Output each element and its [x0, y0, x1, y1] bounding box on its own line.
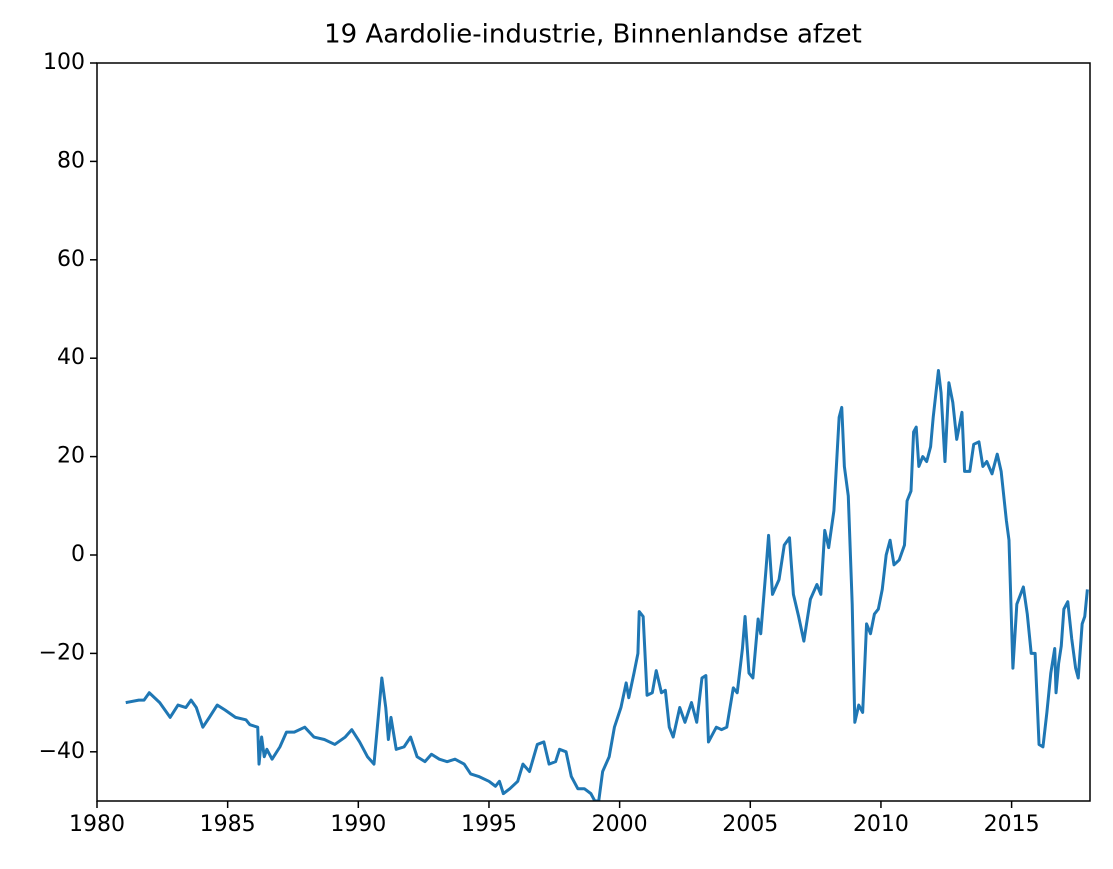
x-tick-label: 1985	[200, 812, 256, 837]
x-tick-label: 2005	[722, 812, 778, 837]
plot-frame	[96, 62, 1091, 802]
y-tick-label: −40	[39, 739, 85, 764]
chart-title: 19 Aardolie-industrie, Binnenlandse afze…	[324, 20, 862, 50]
x-tick-label: 2010	[853, 812, 909, 837]
y-tick-label: 40	[57, 345, 85, 370]
y-tick-label: 80	[57, 148, 85, 173]
x-tick-label: 2015	[984, 812, 1040, 837]
y-tick-label: 20	[57, 444, 85, 469]
data-line	[125, 369, 1089, 801]
x-tick-label: 2000	[592, 812, 648, 837]
y-tick-label: 100	[43, 50, 85, 75]
x-tick-label: 1995	[461, 812, 517, 837]
y-tick-label: 60	[57, 247, 85, 272]
x-tick-label: 1990	[330, 812, 386, 837]
x-tick-label: 1980	[69, 812, 125, 837]
y-tick-label: 0	[71, 542, 85, 567]
y-tick-label: −20	[39, 640, 85, 665]
